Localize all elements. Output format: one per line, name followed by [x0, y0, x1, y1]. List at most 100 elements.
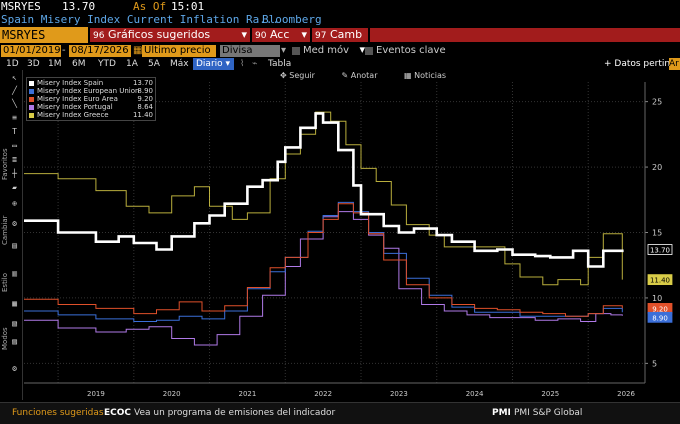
y-tick-label: 20	[652, 163, 662, 172]
suggested-charts-button[interactable]: 96 Gráficos sugeridos ▾	[90, 28, 250, 42]
series-line	[24, 203, 623, 317]
moving-average-checkbox[interactable]	[292, 47, 300, 55]
style-icon[interactable]: ▥	[12, 269, 17, 278]
pmi-code[interactable]: PMI	[492, 408, 511, 418]
chart-controls-bar: 01/01/2019 - 08/17/2026 ▦ Último precio …	[0, 45, 680, 68]
series-line	[24, 211, 623, 346]
modes-label[interactable]: Modos	[1, 327, 9, 350]
draw-trend-icon[interactable]: ╲	[12, 99, 17, 108]
ecoc-code[interactable]: ECOC	[104, 408, 132, 418]
settings-icon[interactable]: ⚙	[12, 219, 17, 228]
overflow-button[interactable]: Ar	[669, 58, 680, 70]
y-tick-label: 15	[652, 229, 662, 238]
legend-item[interactable]: Misery Index Greece 11.40	[29, 111, 153, 119]
shapes-icon[interactable]: ▭	[12, 141, 17, 150]
range-tab[interactable]: 1M	[48, 59, 62, 69]
end-date-field[interactable]: 08/17/2026	[69, 45, 131, 57]
value-tag-label: 9.20	[652, 305, 668, 313]
draw-line-icon[interactable]: ╱	[12, 86, 17, 95]
x-tick-label: 2023	[390, 390, 408, 398]
news-button[interactable]: ▦ Noticias	[404, 71, 447, 80]
legend-swatch	[29, 89, 34, 94]
actions-button[interactable]: 90 Acc ▾	[252, 28, 310, 42]
y-tick-label: 25	[652, 98, 662, 107]
currency-select[interactable]: Divisa local	[220, 45, 280, 68]
mode-toggle-icon[interactable]: ▧	[12, 319, 17, 328]
value-tag-label: 11.40	[650, 277, 670, 285]
x-tick-label: 2020	[163, 390, 181, 398]
chevron-down-icon: ▾	[241, 28, 247, 41]
measure-icon[interactable]: ┼	[12, 169, 17, 178]
line-style-icon[interactable]: ⌁	[252, 59, 258, 69]
modes-icon[interactable]: ▦	[12, 299, 17, 308]
range-tab[interactable]: 1A	[126, 59, 138, 69]
legend-swatch	[29, 113, 34, 118]
draw-channel-icon[interactable]: ≡	[12, 113, 17, 122]
chart-type-icon[interactable]: ⌇	[240, 59, 245, 69]
legend-item[interactable]: Misery Index Spain 13.70	[29, 79, 153, 87]
left-toolbar: ↖ ╱ ╲ ≡ T ▭ ≣ ┼ ▰ ⊕ ⚙ ▤ ▥ ▦ ▧ ▨ ⚙ Favori…	[0, 70, 23, 400]
frequency-label: Diario	[196, 59, 223, 69]
y-tick-label: 5	[652, 359, 657, 368]
legend-item[interactable]: Misery Index Portugal 8.64	[29, 103, 153, 111]
value-tag	[647, 311, 673, 323]
change-button[interactable]: 97 Camb ▾	[312, 28, 368, 56]
range-tab[interactable]: 3D	[27, 59, 40, 69]
calendar-icon[interactable]: ▦	[133, 45, 143, 56]
layout-icon[interactable]: ▤	[12, 241, 17, 250]
ecoc-description[interactable]: Vea un programa de emisiones del indicad…	[134, 408, 336, 418]
x-tick-label: 2022	[314, 390, 332, 398]
range-tab[interactable]: Máx	[170, 59, 189, 69]
start-date-field[interactable]: 01/01/2019	[1, 45, 61, 57]
range-tab[interactable]: YTD	[98, 59, 116, 69]
style-label[interactable]: Estilo	[1, 273, 9, 292]
value-tag-label: 13.70	[650, 247, 670, 255]
pmi-description[interactable]: PMI S&P Global	[514, 408, 583, 418]
security-description-bar: Spain Misery Index Current Inflation Ra.…	[0, 13, 680, 27]
text-tool-icon[interactable]: T	[12, 127, 17, 136]
table-tab[interactable]: Tabla	[268, 59, 292, 69]
range-tab[interactable]: 6M	[72, 59, 86, 69]
range-tab[interactable]: 5A	[148, 59, 160, 69]
chevron-down-icon[interactable]: ▾	[281, 45, 287, 56]
as-of-label: As Of	[133, 0, 167, 13]
change-label: Camb	[329, 28, 363, 41]
mode-panel-icon[interactable]: ▨	[12, 337, 17, 346]
chart-legend: Misery Index Spain 13.70 Misery Index Eur…	[26, 77, 156, 121]
fibonacci-icon[interactable]: ≣	[12, 155, 17, 164]
crosshair-icon[interactable]: ↖	[12, 73, 17, 82]
change-label-vertical[interactable]: Cambiar	[1, 215, 9, 245]
legend-item[interactable]: Misery Index European Union 8.90	[29, 87, 153, 95]
value-tag-label: 8.90	[652, 314, 668, 322]
value-tag	[647, 244, 673, 255]
eraser-icon[interactable]: ▰	[12, 183, 17, 192]
legend-value: 8.90	[137, 87, 153, 95]
last-price-select[interactable]: Último precio	[142, 45, 216, 57]
gear-icon[interactable]: ⚙	[12, 364, 17, 373]
follow-button[interactable]: ✥ Seguir	[280, 71, 315, 80]
legend-swatch	[29, 81, 34, 86]
ticker-short: MSRYES	[1, 0, 41, 13]
legend-item[interactable]: Misery Index Euro Area 9.20	[29, 95, 153, 103]
suggested-charts-num: 96	[93, 31, 105, 41]
more-data-button[interactable]: + Datos pertin	[604, 59, 671, 69]
security-input[interactable]: MSRYES Index	[0, 27, 88, 58]
command-bar: MSRYES Index 96 Gráficos sugeridos ▾ 90 …	[0, 27, 680, 58]
zoom-icon[interactable]: ⊕	[12, 199, 17, 208]
security-header-bar: MSRYES 13.70 As Of 15:01	[0, 0, 680, 13]
chart-tools-bar: ✥ Seguir ✎ Anotar ▦ Noticias	[280, 71, 470, 80]
key-events-label: Eventos clave	[376, 45, 446, 56]
legend-name: Misery Index Greece	[37, 111, 109, 119]
range-tab[interactable]: 1D	[6, 59, 19, 69]
bottom-suggestion-bar: Funciones sugeridas ECOC Vea un programa…	[0, 402, 680, 424]
legend-value: 13.70	[132, 79, 153, 87]
annotate-button[interactable]: ✎ Anotar	[341, 71, 378, 80]
legend-name: Misery Index Euro Area	[37, 95, 118, 103]
frequency-select[interactable]: Diario ▾	[193, 58, 234, 70]
key-events-checkbox[interactable]	[365, 47, 373, 55]
x-tick-label: 2025	[541, 390, 559, 398]
favorites-label[interactable]: Favoritos	[1, 148, 9, 180]
value-tag	[647, 274, 673, 286]
change-num: 97	[315, 31, 327, 41]
